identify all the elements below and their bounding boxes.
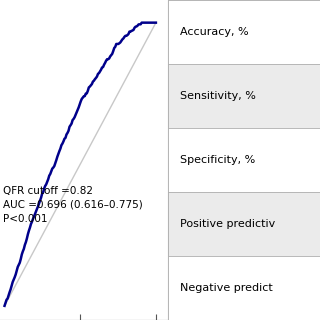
Text: Accuracy, %: Accuracy, % [180, 27, 249, 37]
Text: Negative predict: Negative predict [180, 283, 273, 293]
Text: Sensitivity, %: Sensitivity, % [180, 91, 256, 101]
FancyBboxPatch shape [168, 128, 320, 192]
Text: Positive predictiv: Positive predictiv [180, 219, 276, 229]
Text: Specificity, %: Specificity, % [180, 155, 255, 165]
FancyBboxPatch shape [168, 0, 320, 64]
Text: QFR cutoff =0.82
AUC =0.696 (0.616–0.775)
P<0.001: QFR cutoff =0.82 AUC =0.696 (0.616–0.775… [3, 186, 143, 224]
FancyBboxPatch shape [168, 256, 320, 320]
FancyBboxPatch shape [168, 192, 320, 256]
FancyBboxPatch shape [168, 64, 320, 128]
